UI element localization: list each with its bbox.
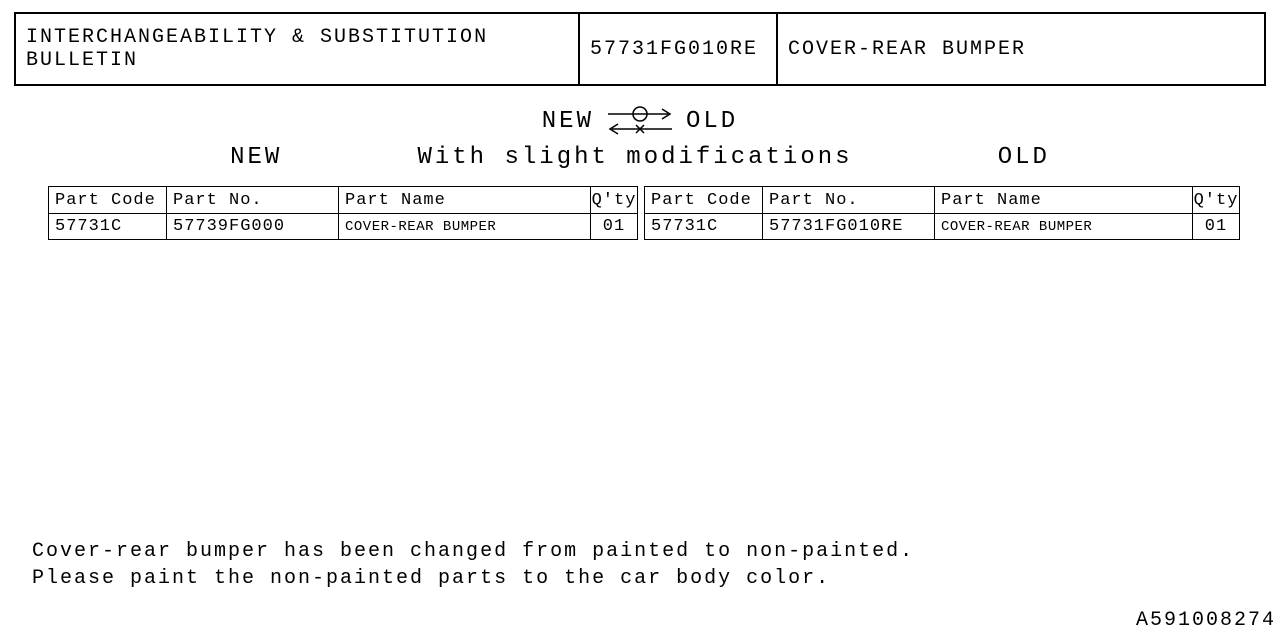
legend-row-2: NEW With slight modifications OLD — [0, 144, 1280, 171]
bulletin-partno: 57731FG010RE — [580, 14, 778, 84]
interchange-diagram-icon — [604, 104, 676, 138]
col-part-code: Part Code — [49, 187, 167, 213]
cell-qty: 01 — [1193, 214, 1239, 239]
table-header: Part Code Part No. Part Name Q'ty — [645, 187, 1239, 213]
legend-mid: With slight modifications — [417, 144, 852, 171]
legend-new-1: NEW — [542, 108, 594, 135]
cell-part-code: 57731C — [49, 214, 167, 239]
bulletin-partname: COVER-REAR BUMPER — [778, 14, 1264, 84]
legend-old-1: OLD — [686, 108, 738, 135]
cell-qty: 01 — [591, 214, 637, 239]
cell-part-no: 57739FG000 — [167, 214, 339, 239]
col-qty: Q'ty — [1193, 187, 1239, 213]
note-line-1: Cover-rear bumper has been changed from … — [32, 538, 914, 565]
col-part-name: Part Name — [339, 187, 591, 213]
new-parts-table: Part Code Part No. Part Name Q'ty 57731C… — [48, 186, 638, 240]
table-row: 57731C 57731FG010RE COVER-REAR BUMPER 01 — [645, 213, 1239, 239]
cell-part-no: 57731FG010RE — [763, 214, 935, 239]
cell-part-code: 57731C — [645, 214, 763, 239]
table-header: Part Code Part No. Part Name Q'ty — [49, 187, 637, 213]
parts-tables: Part Code Part No. Part Name Q'ty 57731C… — [48, 186, 1240, 240]
legend-row-1: NEW OLD — [0, 104, 1280, 138]
table-row: 57731C 57739FG000 COVER-REAR BUMPER 01 — [49, 213, 637, 239]
col-part-no: Part No. — [167, 187, 339, 213]
cell-part-name: COVER-REAR BUMPER — [339, 214, 591, 239]
bulletin-header: INTERCHANGEABILITY & SUBSTITUTION BULLET… — [14, 12, 1266, 86]
bulletin-notes: Cover-rear bumper has been changed from … — [32, 538, 914, 592]
note-line-2: Please paint the non-painted parts to th… — [32, 565, 914, 592]
col-qty: Q'ty — [591, 187, 637, 213]
legend-old-2: OLD — [930, 144, 1050, 171]
document-id: A591008274 — [1136, 609, 1276, 632]
old-parts-table: Part Code Part No. Part Name Q'ty 57731C… — [644, 186, 1240, 240]
col-part-no: Part No. — [763, 187, 935, 213]
bulletin-title: INTERCHANGEABILITY & SUBSTITUTION BULLET… — [16, 14, 580, 84]
col-part-name: Part Name — [935, 187, 1193, 213]
legend-new-2: NEW — [230, 144, 380, 171]
cell-part-name: COVER-REAR BUMPER — [935, 214, 1193, 239]
col-part-code: Part Code — [645, 187, 763, 213]
